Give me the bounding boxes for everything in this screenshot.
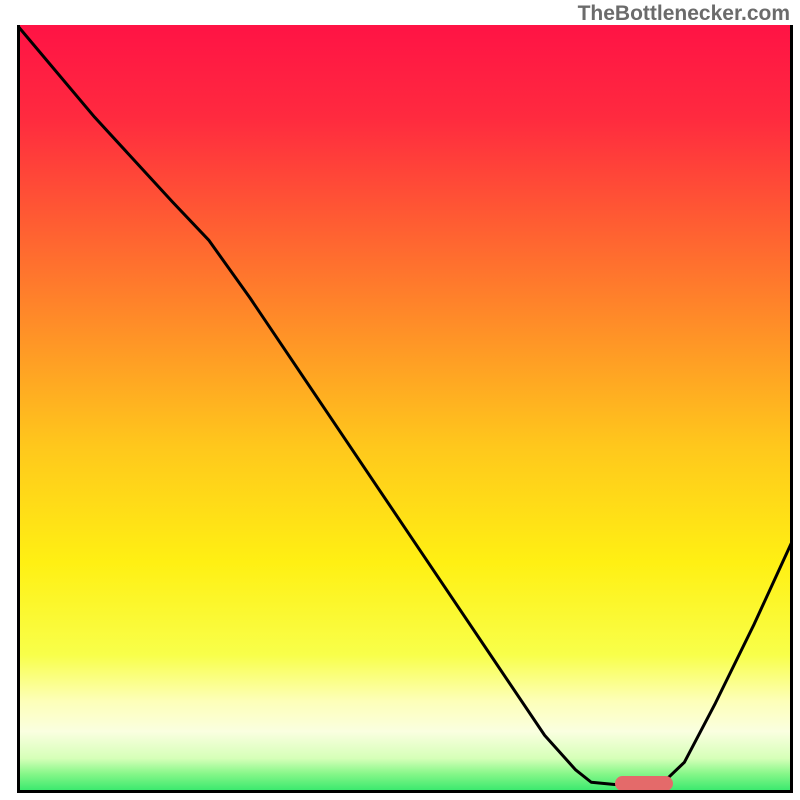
watermark-text: TheBottlenecker.com <box>578 2 790 26</box>
chart-curve <box>17 25 793 793</box>
optimal-marker <box>615 776 673 791</box>
curve-path <box>17 25 793 785</box>
bottleneck-chart <box>17 25 793 793</box>
